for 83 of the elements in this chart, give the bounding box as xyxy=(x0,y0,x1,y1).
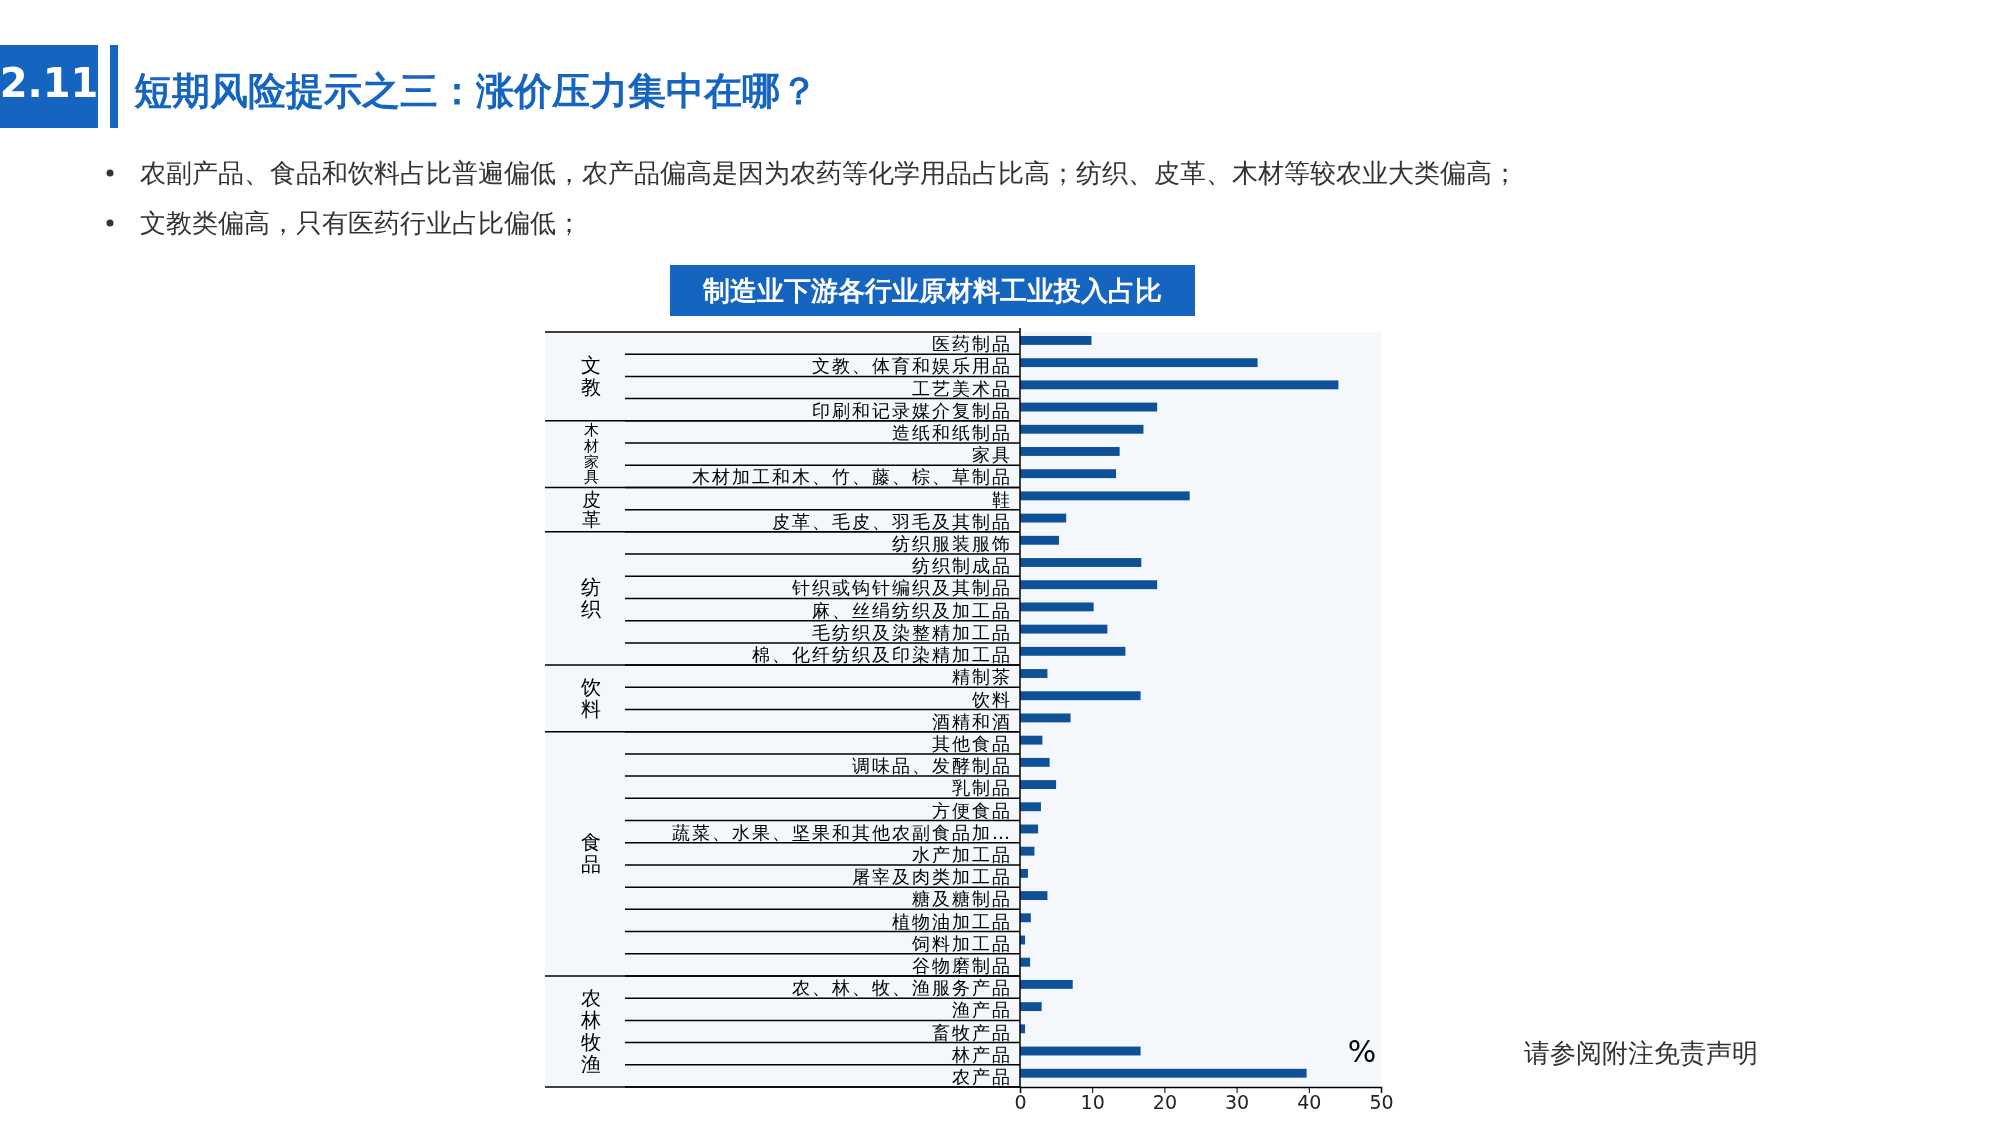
bar xyxy=(1020,447,1120,456)
y-tick-label: 毛纺织及染整精加工品 xyxy=(812,621,1012,643)
y-tick-label: 家具 xyxy=(972,444,1012,466)
x-tick-label: 10 xyxy=(1080,1091,1105,1114)
band-label: 食品 xyxy=(581,830,601,877)
y-tick-label: 方便食品 xyxy=(932,799,1012,821)
band-label: 饮料 xyxy=(580,675,601,721)
bar xyxy=(1020,1046,1141,1056)
x-tick-label: 30 xyxy=(1225,1091,1250,1114)
text: 农副产品、食品和饮料占比普遍偏低，农产品偏高是因为农药等化学用品占比高；纺织、皮革、木材等较农业大类偏高； xyxy=(140,158,1518,188)
band-label: 纺织 xyxy=(581,575,601,622)
chart-subtitle: 制造业下游各行业原材料工业投入占比 xyxy=(701,275,1162,306)
bar xyxy=(1020,580,1158,590)
y-tick-label: 其他食品 xyxy=(932,732,1012,754)
y-tick-label: 糖及糖制品 xyxy=(912,888,1012,910)
bar xyxy=(1020,624,1108,634)
bar xyxy=(1020,780,1057,789)
bar xyxy=(1020,1068,1307,1078)
bar xyxy=(1020,469,1117,479)
x-tick-label: 50 xyxy=(1369,1091,1394,1114)
text: 2.11 xyxy=(0,60,99,106)
bar xyxy=(1020,380,1339,390)
bar xyxy=(1020,891,1048,901)
bar xyxy=(1020,713,1071,723)
y-tick-label: 屠宰及肉类加工品 xyxy=(852,866,1012,888)
y-tick-label: 渔产品 xyxy=(952,999,1012,1021)
y-tick-label: 棉、化纤纺织及印染精加工品 xyxy=(752,644,1012,666)
y-tick-label: 林产品 xyxy=(951,1043,1012,1065)
y-tick-label: 农、林、牧、渔服务产品 xyxy=(792,977,1012,999)
x-tick-label: 40 xyxy=(1297,1091,1322,1114)
y-tick-label: 畜牧产品 xyxy=(932,1021,1012,1043)
bar xyxy=(1020,646,1126,656)
y-tick-label: 麻、丝绢纺织及加工品 xyxy=(812,599,1012,621)
y-tick-label: 皮革、毛皮、羽毛及其制品 xyxy=(772,510,1012,532)
bar xyxy=(1020,513,1067,523)
bar xyxy=(1020,757,1050,767)
y-tick-label: 造纸和纸制品 xyxy=(892,422,1012,444)
y-tick-label: 医药制品 xyxy=(932,333,1012,355)
y-tick-label: 农产品 xyxy=(952,1066,1012,1087)
bar xyxy=(1020,336,1092,345)
x-tick-label: 20 xyxy=(1152,1091,1177,1114)
bar xyxy=(1020,491,1190,501)
y-tick-label: 鞋 xyxy=(992,488,1012,510)
bar xyxy=(1020,1002,1042,1012)
y-tick-label: 工艺美术品 xyxy=(912,377,1012,399)
bar xyxy=(1020,558,1142,567)
bar xyxy=(1020,957,1031,967)
y-tick-label: 谷物磨制品 xyxy=(912,954,1012,976)
y-tick-label: 蔬菜、水果、坚果和其他农副食品加… xyxy=(672,821,1012,843)
y-tick-label: 饲料加工品 xyxy=(911,932,1012,954)
y-tick-label: 水产加工品 xyxy=(912,843,1012,865)
bar xyxy=(1020,535,1059,545)
y-tick-label: 精制茶 xyxy=(952,666,1012,688)
y-tick-label: 印刷和记录媒介复制品 xyxy=(812,399,1012,421)
band-label: 农林牧渔 xyxy=(580,986,601,1077)
bar xyxy=(1020,602,1094,612)
text: 短期风险提示之三：涨价压力集中在哪？ xyxy=(133,69,818,113)
bar xyxy=(1020,913,1031,923)
y-tick-label: 酒精和酒 xyxy=(932,710,1012,732)
y-tick-label: 木材加工和木、竹、藤、棕、草制品 xyxy=(692,466,1012,488)
x-axis-title: % xyxy=(1347,1034,1377,1069)
y-tick-label: 文教、体育和娱乐用品 xyxy=(812,355,1012,377)
band-label: 文教 xyxy=(581,353,601,400)
y-tick-label: 饮料 xyxy=(971,688,1012,710)
y-tick-label: 调味品、发酵制品 xyxy=(852,755,1012,777)
bar xyxy=(1020,358,1258,368)
band-label: 木材家具 xyxy=(582,421,599,486)
x-tick-label: 0 xyxy=(1014,1091,1027,1114)
bar xyxy=(1020,424,1144,434)
band-label: 皮革 xyxy=(581,487,601,531)
y-tick-label: 植物油加工品 xyxy=(892,910,1012,932)
y-tick-label: 乳制品 xyxy=(952,777,1012,799)
bar xyxy=(1020,691,1141,701)
text: 请参阅附注免责声明 xyxy=(1524,1038,1758,1068)
y-tick-label: 纺织制成品 xyxy=(912,555,1012,577)
y-tick-label: 纺织服装服饰 xyxy=(892,533,1012,555)
bar xyxy=(1020,979,1073,989)
bar xyxy=(1020,846,1035,856)
bar xyxy=(1020,802,1041,812)
bar xyxy=(1020,669,1048,678)
text: 文教类偏高，只有医药行业占比偏低； xyxy=(140,208,582,238)
y-tick-label: 针织或钩针编织及其制品 xyxy=(791,577,1012,599)
bar xyxy=(1020,735,1043,745)
